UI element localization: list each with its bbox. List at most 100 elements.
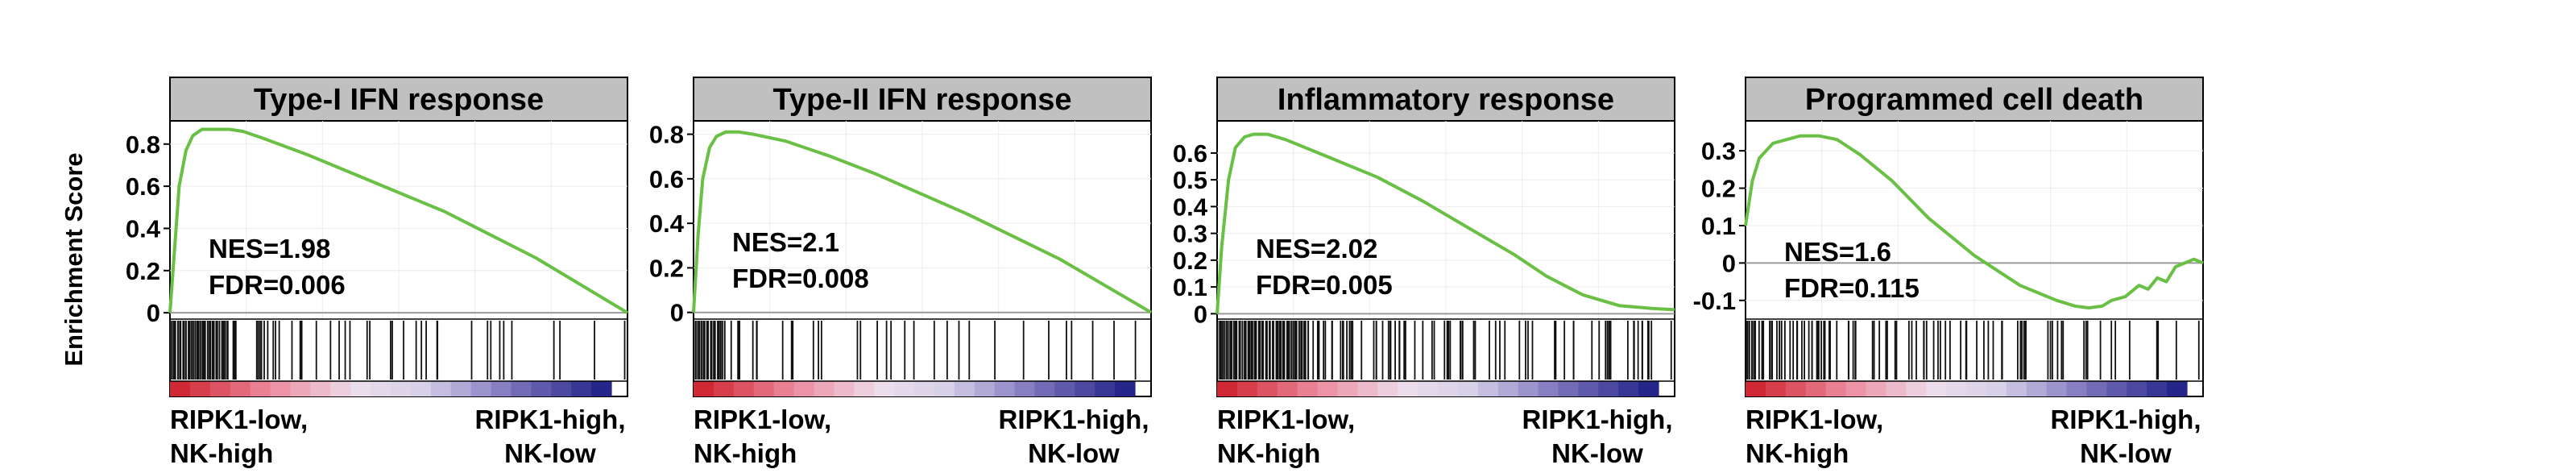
fdr-label: FDR=0.115	[1784, 273, 1920, 303]
y-tick-label: 0.8	[126, 131, 160, 159]
heatbar-segment	[1438, 381, 1459, 396]
heatbar-segment	[1805, 381, 1827, 396]
heatbar-segment	[1497, 381, 1519, 396]
heatbar-segment	[974, 381, 996, 396]
heatbar-segment	[1765, 381, 1787, 396]
heatbar-segment	[551, 381, 572, 396]
y-tick-label: 0.3	[1701, 137, 1736, 165]
heatbar-segment	[2046, 381, 2068, 396]
panel-title-bar	[693, 77, 1152, 122]
heatbar-segment	[391, 381, 412, 396]
heatbar-segment	[1966, 381, 1987, 396]
heatbar-segment	[470, 381, 492, 396]
heatbar-segment	[1578, 381, 1599, 396]
x-label-left: NK-high	[694, 438, 797, 468]
heatbar-segment	[2026, 381, 2048, 396]
heatbar-segment	[2086, 381, 2107, 396]
heatbar-segment	[1236, 381, 1258, 396]
fdr-label: FDR=0.005	[1256, 270, 1393, 300]
heatbar-segment	[954, 381, 975, 396]
x-label-right: RIPK1-high,	[999, 405, 1149, 434]
heatbar-segment	[290, 381, 311, 396]
y-tick-label: 0	[147, 299, 160, 327]
heatbar-segment	[230, 381, 251, 396]
heatbar-segment	[189, 381, 211, 396]
y-tick-label: 0.2	[1701, 175, 1736, 203]
heatbar-segment	[1317, 381, 1339, 396]
ranked-list-heatbar	[694, 381, 1136, 396]
gene-hits	[169, 321, 626, 380]
heatbar-segment	[1518, 381, 1539, 396]
panel-title-bar	[1216, 77, 1675, 122]
heatbar-segment	[1418, 381, 1439, 396]
panel-title: Type-II IFN response	[773, 83, 1072, 117]
x-label-right: NK-low	[504, 438, 596, 468]
ranked-list-heatbar	[170, 381, 612, 396]
y-tick-label: 0.6	[126, 172, 160, 201]
heatbar-segment	[330, 381, 351, 396]
heatbar-segment	[1538, 381, 1559, 396]
nes-label: NES=2.1	[732, 227, 839, 257]
heatbar-segment	[531, 381, 552, 396]
heatbar-segment	[1217, 381, 1238, 396]
heatbar-segment	[1457, 381, 1479, 396]
y-tick-label: 0	[1722, 249, 1736, 277]
heatbar-segment	[793, 381, 815, 396]
heatbar-segment	[170, 381, 191, 396]
heatbar-segment	[1906, 381, 1927, 396]
heatbar-segment	[914, 381, 935, 396]
x-label-right: RIPK1-high,	[1522, 405, 1673, 434]
y-tick-label: 0.4	[126, 214, 161, 243]
heatbar-segment	[1075, 381, 1095, 396]
heatbar-segment	[430, 381, 452, 396]
heatbar-segment	[2066, 381, 2088, 396]
nes-label: NES=1.6	[1784, 237, 1891, 267]
heatbar-segment	[994, 381, 1016, 396]
heatbar-segment	[371, 381, 391, 396]
heatbar-segment	[894, 381, 915, 396]
panel-title-bar	[169, 77, 628, 122]
heatbar-segment	[2147, 381, 2168, 396]
heatbar-segment	[1785, 381, 1807, 396]
y-tick-label: 0.4	[649, 210, 685, 238]
heatbar-segment	[694, 381, 714, 396]
y-tick-label: 0.2	[649, 254, 684, 282]
heatbar-segment	[814, 381, 835, 396]
heatbar-segment	[1866, 381, 1886, 396]
x-label-left: RIPK1-low,	[694, 405, 831, 434]
heatbar-segment	[1886, 381, 1907, 396]
heatbar-segment	[591, 381, 612, 396]
y-tick-label: 0	[1194, 300, 1207, 328]
x-label-left: RIPK1-low,	[1217, 405, 1355, 434]
y-tick-label: 0.4	[1173, 193, 1208, 221]
heatbar-segment	[1598, 381, 1619, 396]
y-tick-label: -0.1	[1693, 287, 1736, 315]
fdr-label: FDR=0.006	[209, 270, 346, 300]
y-tick-label: 0.6	[649, 165, 684, 193]
heatbar-segment	[1115, 381, 1136, 396]
heatbar-segment	[2167, 381, 2188, 396]
heatbar-segment	[1095, 381, 1116, 396]
heatbar-segment	[874, 381, 895, 396]
heatbar-segment	[350, 381, 371, 396]
enrichment-score-line	[692, 130, 1153, 314]
heatbar-segment	[1845, 381, 1867, 396]
y-axis-label: Enrichment Score	[60, 152, 88, 366]
heatbar-segment	[1746, 381, 1766, 396]
heatbar-segment	[250, 381, 271, 396]
panel-title: Type-I IFN response	[254, 83, 544, 117]
heatbar-segment	[733, 381, 755, 396]
heatbar-segment	[1054, 381, 1075, 396]
x-label-right: NK-low	[1028, 438, 1120, 468]
gene-hits	[693, 321, 1137, 380]
x-label-left: RIPK1-low,	[170, 405, 308, 434]
heatbar-segment	[2106, 381, 2127, 396]
y-tick-label: 0.8	[649, 121, 684, 149]
y-tick-label: 0.1	[1173, 273, 1207, 301]
gene-hits	[1745, 321, 2200, 380]
y-tick-label: 0	[670, 299, 684, 327]
gsea-panel: Inflammatory response 00.10.20.30.40.50.6…	[1173, 77, 1675, 468]
heatbar-segment	[1398, 381, 1418, 396]
gsea-panel: Type-II IFN response 0 0.2 0.4 0.6 0.8 NES=2.1…	[649, 77, 1153, 468]
